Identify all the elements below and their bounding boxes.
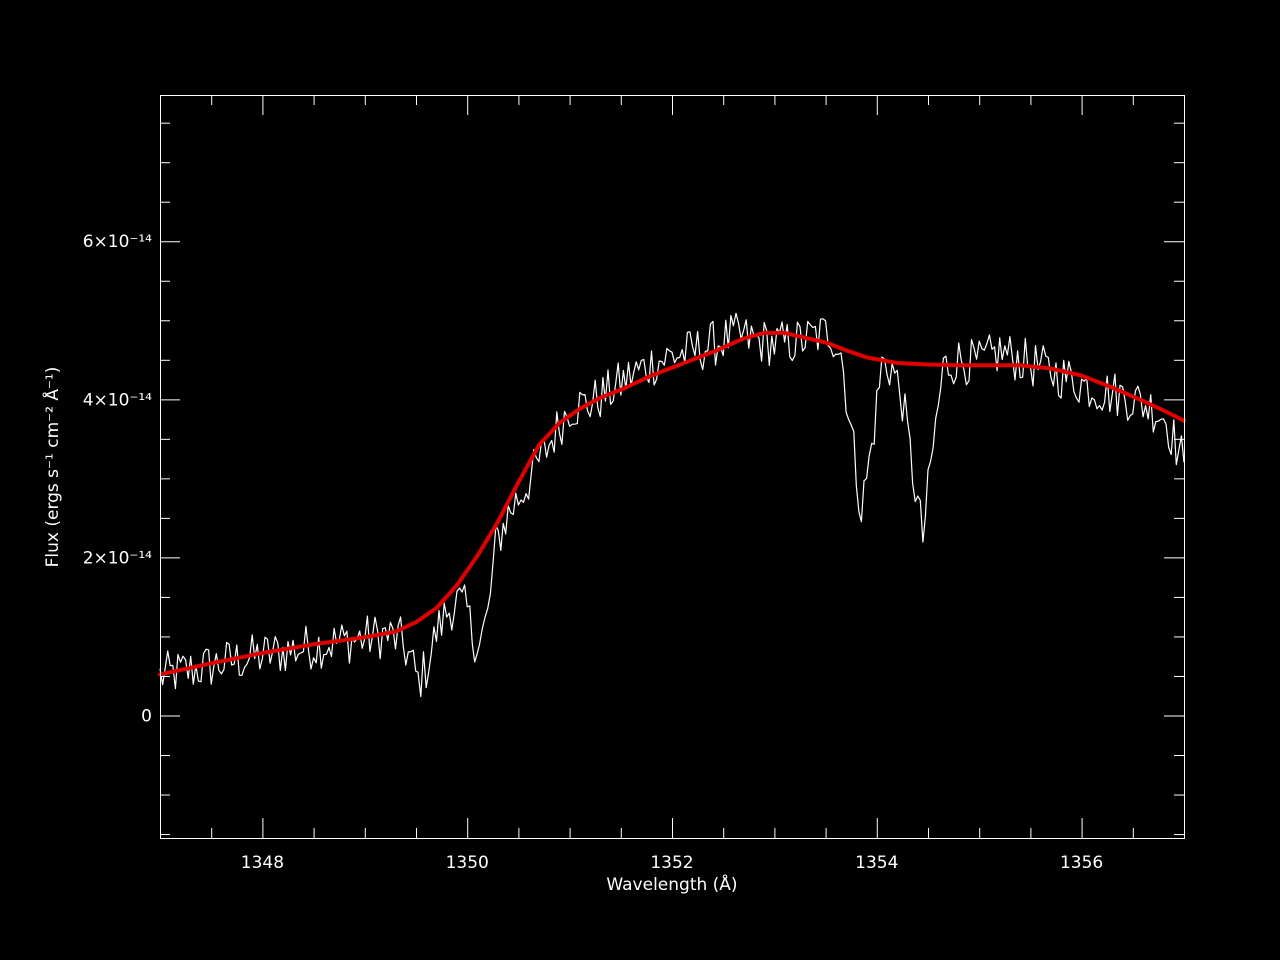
x-tick-label: 1356 (1060, 853, 1103, 873)
series-layer (158, 312, 1186, 698)
series-model-line (158, 330, 1186, 677)
y-tick-label: 4×10⁻¹⁴ (83, 390, 152, 410)
y-tick-label: 2×10⁻¹⁴ (83, 548, 152, 568)
x-axis-label: Wavelength (Å) (606, 873, 737, 895)
tick-labels: 1348 1350 1352 1354 1356 0 2×10⁻¹⁴ 4×10⁻¹⁴ 6×10⁻… (83, 232, 1104, 873)
y-axis-label: Flux (ergs s⁻¹ cm⁻² Å⁻¹) (41, 367, 63, 568)
x-tick-label: 1354 (855, 853, 898, 873)
y-tick-label: 6×10⁻¹⁴ (83, 232, 152, 252)
x-tick-label: 1348 (241, 853, 284, 873)
plot-frame (160, 95, 1185, 839)
y-tick-label: 0 (141, 706, 152, 726)
tick-marks (160, 95, 1185, 838)
x-tick-label: 1352 (650, 853, 693, 873)
x-tick-label: 1350 (446, 853, 489, 873)
